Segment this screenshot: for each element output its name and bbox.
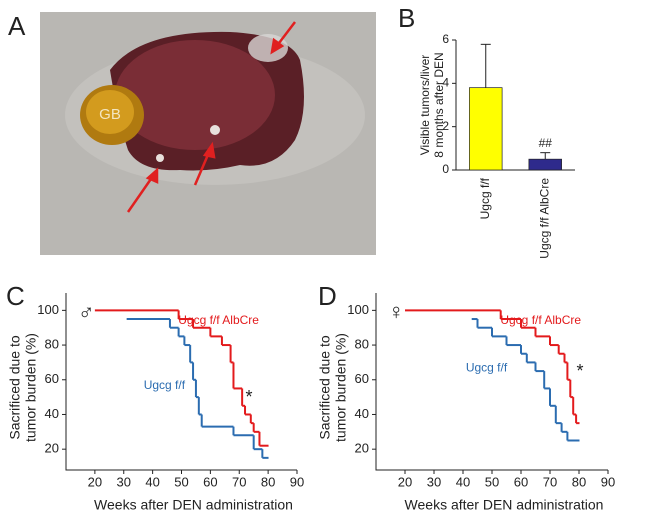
photo-label: GB — [99, 106, 121, 123]
y-axis-label: Sacrificed due to — [317, 335, 333, 439]
series-label: Ugcg f/f — [466, 361, 508, 375]
y-tick-label: 80 — [45, 336, 59, 351]
x-tick-label: 20 — [88, 474, 102, 489]
x-tick-label: 20 — [398, 474, 412, 489]
axis-line — [65, 293, 297, 471]
x-tick-label: Ugcg f/f AlbCre — [537, 178, 551, 259]
x-tick-label: 90 — [290, 474, 304, 489]
y-tick-label: 20 — [45, 441, 59, 456]
photo: GB — [40, 12, 376, 255]
y-axis-label: 8 months after DEN — [432, 52, 446, 157]
x-tick-label: 30 — [427, 474, 441, 489]
x-tick-label: 70 — [232, 474, 246, 489]
y-tick-label: 80 — [355, 336, 369, 351]
bar — [528, 158, 562, 171]
series-label: Ugcg f/f — [144, 378, 186, 392]
bar — [469, 87, 503, 171]
y-axis-label: tumor burden (%) — [23, 333, 39, 442]
panel-label: A — [8, 11, 26, 41]
x-axis-label: Weeks after DEN administration — [94, 497, 293, 513]
x-tick-label: 40 — [456, 474, 470, 489]
y-tick-label: 20 — [355, 441, 369, 456]
x-tick-label: 60 — [203, 474, 217, 489]
annotation: * — [577, 361, 584, 381]
annotation: * — [245, 387, 252, 407]
panel-label: B — [398, 3, 415, 33]
y-axis-label: Visible tumors/liver — [418, 55, 432, 155]
sex-symbol: ♂ — [78, 299, 95, 324]
x-tick-label: 80 — [261, 474, 275, 489]
sex-symbol: ♀ — [388, 299, 405, 324]
y-tick-label: 100 — [347, 302, 369, 317]
y-tick-label: 4 — [442, 76, 449, 90]
series-label: Ugcg f/f AlbCre — [178, 313, 259, 327]
y-axis-label: tumor burden (%) — [333, 333, 349, 442]
x-tick-label: 70 — [543, 474, 557, 489]
x-tick-label: 50 — [174, 474, 188, 489]
y-tick-label: 0 — [442, 162, 449, 176]
x-tick-label: 50 — [485, 474, 499, 489]
y-axis-label: Sacrificed due to — [7, 335, 23, 439]
x-tick-label: 40 — [145, 474, 159, 489]
panel-label: C — [6, 281, 25, 311]
y-tick-label: 60 — [355, 371, 369, 386]
x-tick-label: 30 — [117, 474, 131, 489]
x-tick-label: Ugcg f/f — [478, 177, 492, 219]
y-tick-label: 40 — [45, 406, 59, 421]
series-label: Ugcg f/f AlbCre — [500, 313, 581, 327]
y-tick-label: 60 — [45, 371, 59, 386]
panel-label: D — [318, 281, 337, 311]
x-tick-label: 90 — [601, 474, 615, 489]
y-tick-label: 40 — [355, 406, 369, 421]
x-tick-label: 60 — [514, 474, 528, 489]
y-tick-label: 6 — [442, 32, 449, 46]
x-axis-label: Weeks after DEN administration — [405, 497, 604, 513]
y-tick-label: 100 — [37, 302, 59, 317]
axis-line — [375, 293, 608, 471]
y-tick-label: 2 — [442, 119, 449, 133]
annotation: ## — [539, 136, 553, 150]
x-tick-label: 80 — [572, 474, 586, 489]
